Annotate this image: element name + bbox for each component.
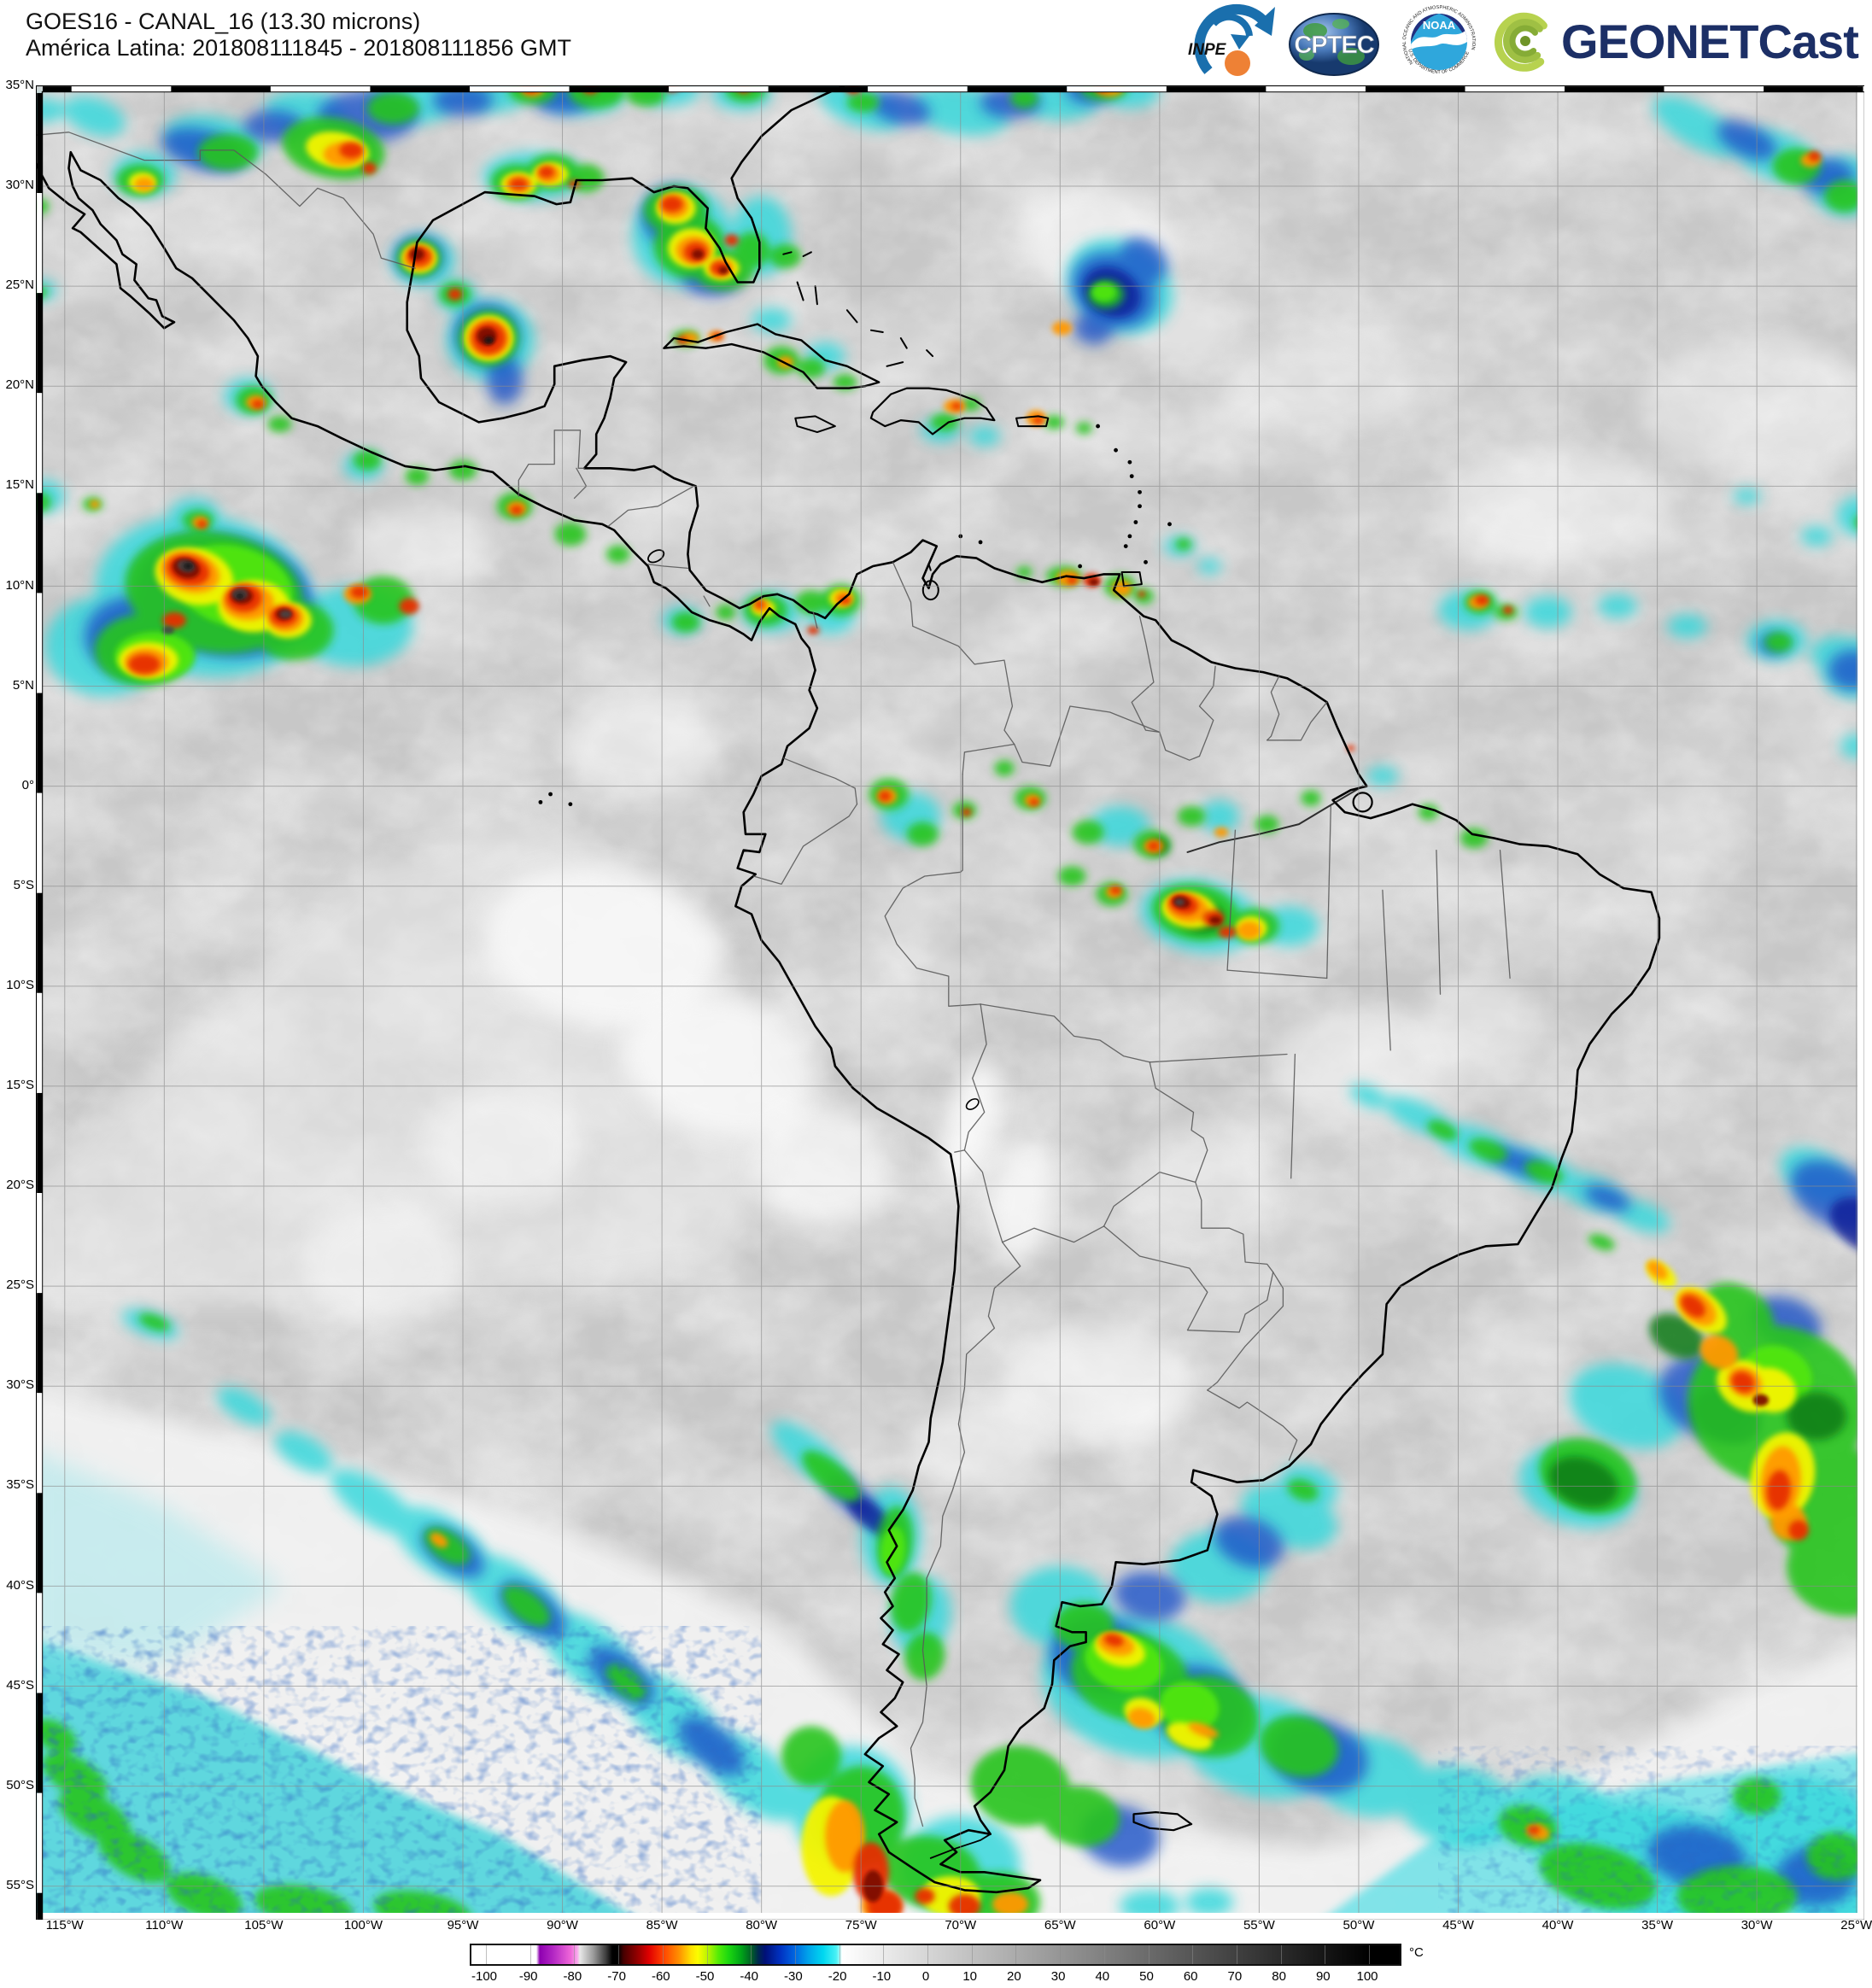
colorbar-tick bbox=[618, 1945, 620, 1964]
lon-label: 90°W bbox=[547, 1918, 578, 1932]
colorbar-tick bbox=[574, 1945, 576, 1964]
map-imagery bbox=[36, 85, 1857, 1913]
lat-label: 30°S bbox=[6, 1377, 34, 1393]
product-title: GOES16 - CANAL_16 (13.30 microns) bbox=[26, 9, 421, 34]
colorbar-tick bbox=[486, 1945, 487, 1964]
colorbar-tick-label: -70 bbox=[607, 1969, 626, 1984]
inpe-logo-text: INPE bbox=[1188, 41, 1227, 59]
lon-label: 100°W bbox=[343, 1918, 383, 1932]
colorbar-tick-label: -10 bbox=[872, 1969, 892, 1984]
colorbar-tick bbox=[883, 1945, 885, 1964]
product-timerange: América Latina: 201808111845 - 201808111… bbox=[26, 34, 571, 61]
lon-label: 50°W bbox=[1343, 1918, 1375, 1932]
map-canvas bbox=[36, 85, 1871, 1927]
lon-label: 75°W bbox=[845, 1918, 877, 1932]
lat-label: 5°S bbox=[13, 877, 34, 892]
colorbar-tick-label: 70 bbox=[1227, 1969, 1243, 1984]
colorbar-tick-label: 40 bbox=[1095, 1969, 1110, 1984]
colorbar-tick bbox=[1192, 1945, 1194, 1964]
inpe-logo: INPE bbox=[1183, 0, 1290, 83]
colorbar-tick bbox=[706, 1945, 708, 1964]
geonetcast-logo-text: GEONETCast bbox=[1561, 15, 1858, 68]
header: GOES16 - CANAL_16 (13.30 microns) Améric… bbox=[26, 9, 571, 61]
colorbar-tick bbox=[1103, 1945, 1105, 1964]
lat-label: 40°S bbox=[6, 1577, 34, 1593]
cptec-logo-text: CPTEC bbox=[1294, 32, 1374, 59]
colorbar-tick-label: -100 bbox=[471, 1969, 498, 1984]
colorbar-tick bbox=[1015, 1945, 1017, 1964]
colorbar-tick-label: 30 bbox=[1050, 1969, 1066, 1984]
colorbar-tick-label: -40 bbox=[740, 1969, 759, 1984]
colorbar-tick-label: -30 bbox=[784, 1969, 803, 1984]
colorbar-tick bbox=[839, 1945, 840, 1964]
colorbar-tick-label: 0 bbox=[921, 1969, 930, 1984]
lat-label: 20°S bbox=[6, 1178, 34, 1193]
geonetcast-logo: GEONETCast bbox=[1493, 7, 1869, 79]
lon-label: 80°W bbox=[746, 1918, 778, 1932]
lon-label: 45°W bbox=[1442, 1918, 1474, 1932]
colorbar-tick bbox=[1369, 1945, 1370, 1964]
colorbar-tick-label: 60 bbox=[1183, 1969, 1198, 1984]
colorbar-tick bbox=[971, 1945, 973, 1964]
colorbar-tick-label: -90 bbox=[518, 1969, 538, 1984]
colorbar-tick-label: 10 bbox=[962, 1969, 978, 1984]
colorbar-tick bbox=[794, 1945, 796, 1964]
colorbar-tick bbox=[1280, 1945, 1282, 1964]
lon-label: 30°W bbox=[1740, 1918, 1773, 1932]
lon-label: 115°W bbox=[45, 1918, 84, 1932]
colorbar-tick bbox=[529, 1945, 531, 1964]
noaa-logo-text: NOAA bbox=[1423, 19, 1456, 32]
lat-label: 0° bbox=[21, 777, 34, 792]
colorbar-tick-label: 90 bbox=[1315, 1969, 1331, 1984]
lat-label: 35°N bbox=[5, 78, 34, 92]
colorbar-tick-label: 20 bbox=[1007, 1969, 1021, 1984]
lat-label: 15°S bbox=[6, 1078, 34, 1092]
lat-label: 50°S bbox=[6, 1777, 34, 1792]
colorbar-tick bbox=[751, 1945, 752, 1964]
lat-label: 20°N bbox=[5, 377, 34, 393]
colorbar-tick-label: 80 bbox=[1272, 1969, 1286, 1984]
satellite-map bbox=[29, 79, 1871, 1927]
noaa-logo: NOAA NATIONAL OCEANIC AND ATMOSPHERIC AD… bbox=[1395, 2, 1483, 86]
noaa-emblem-icon: NOAA NATIONAL OCEANIC AND ATMOSPHERIC AD… bbox=[1401, 3, 1477, 80]
lat-label: 30°N bbox=[5, 178, 34, 193]
cptec-globe-icon bbox=[1289, 13, 1379, 76]
colorbar-tick-label: -60 bbox=[651, 1969, 670, 1984]
lat-label: 55°S bbox=[6, 1877, 34, 1892]
lat-label: 5°N bbox=[12, 677, 34, 693]
lon-label: 55°W bbox=[1243, 1918, 1275, 1932]
lat-label: 10°N bbox=[5, 577, 34, 593]
lon-label: 85°W bbox=[646, 1918, 678, 1932]
lat-label: 10°S bbox=[6, 977, 34, 992]
colorbar-tick bbox=[927, 1945, 928, 1964]
colorbar-tick-label: 100 bbox=[1356, 1969, 1378, 1984]
lat-label: 15°N bbox=[5, 477, 34, 493]
lat-label: 25°N bbox=[5, 278, 34, 293]
lon-label: 65°W bbox=[1044, 1918, 1076, 1932]
lat-label: 45°S bbox=[6, 1677, 34, 1693]
colorbar-tick-label: -20 bbox=[828, 1969, 847, 1984]
inpe-swoosh-icon bbox=[1194, 3, 1275, 76]
colorbar-tick bbox=[1148, 1945, 1150, 1964]
lon-label: 105°W bbox=[244, 1918, 284, 1932]
colorbar-tick-label: -80 bbox=[563, 1969, 582, 1984]
lon-label: 70°W bbox=[945, 1918, 977, 1932]
colorbar-unit: °C bbox=[1409, 1945, 1424, 1960]
temperature-colorbar bbox=[470, 1944, 1401, 1966]
lon-label: 110°W bbox=[145, 1918, 184, 1932]
lat-label: 35°S bbox=[6, 1477, 34, 1493]
colorbar-tick-label: 50 bbox=[1139, 1969, 1154, 1984]
lon-label: 25°W bbox=[1840, 1918, 1872, 1932]
colorbar-tick bbox=[1060, 1945, 1062, 1964]
colorbar-tick bbox=[662, 1945, 664, 1964]
geonetcast-globe-icon bbox=[1494, 12, 1547, 72]
lon-label: 35°W bbox=[1641, 1918, 1674, 1932]
lon-label: 60°W bbox=[1144, 1918, 1176, 1932]
cptec-logo: CPTEC bbox=[1288, 12, 1380, 81]
lat-label: 25°S bbox=[6, 1278, 34, 1293]
colorbar-tick-label: -50 bbox=[695, 1969, 715, 1984]
lon-label: 40°W bbox=[1541, 1918, 1574, 1932]
lon-label: 95°W bbox=[447, 1918, 479, 1932]
